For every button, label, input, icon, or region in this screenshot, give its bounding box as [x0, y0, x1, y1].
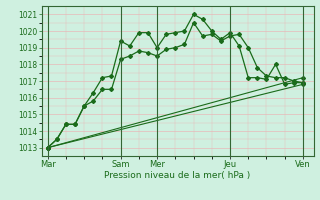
X-axis label: Pression niveau de la mer( hPa ): Pression niveau de la mer( hPa ) [104, 171, 251, 180]
